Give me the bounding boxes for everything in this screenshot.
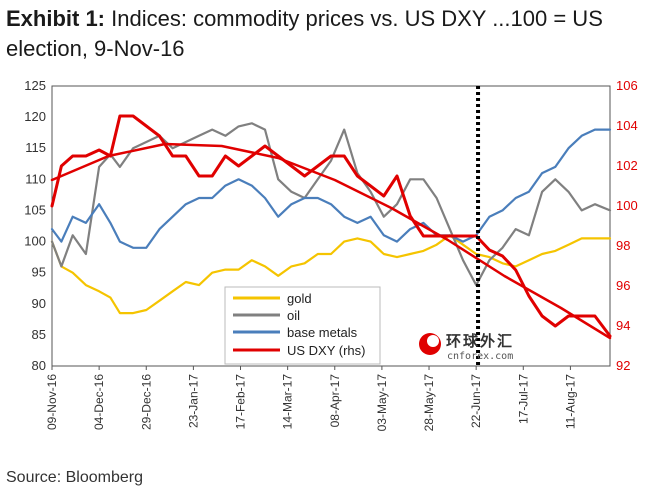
y-left-tick-label: 100: [24, 234, 46, 249]
legend-label-gold: gold: [287, 291, 312, 306]
y-right-tick-label: 102: [616, 158, 638, 173]
series-line-base-metals: [50, 128, 612, 249]
series-layer: [50, 114, 612, 340]
x-tick-label: 29-Dec-16: [139, 374, 153, 430]
watermark-logo-text: 环球外汇: [446, 332, 514, 350]
y-left-tick-label: 125: [24, 78, 46, 93]
y-left-tick-label: 85: [32, 327, 46, 342]
y-right-tick-label: 96: [616, 278, 630, 293]
x-tick-label: 11-Aug-17: [563, 374, 577, 429]
watermark-site: cnforex.com: [447, 351, 513, 362]
plot-area: [51, 85, 611, 367]
y-axis-right: 92 94 96 98 100 102 104 106: [616, 78, 638, 373]
legend-label-oil: oil: [287, 308, 300, 323]
x-tick-label: 28-May-17: [422, 374, 436, 432]
source-note: Source: Bloomberg: [6, 469, 143, 486]
legend-label-dxy: US DXY (rhs): [287, 343, 366, 358]
legend: gold oil base metals US DXY (rhs): [224, 286, 381, 365]
x-axis: 09-Nov-16 04-Dec-16 29-Dec-16 23-Jan-17 17-F…: [45, 366, 577, 431]
watermark-logo-inner: [427, 335, 439, 347]
x-tick-label: 17-Feb-17: [234, 374, 248, 430]
y-right-tick-label: 106: [616, 78, 638, 93]
x-tick-label: 14-Mar-17: [281, 374, 295, 430]
y-left-tick-label: 95: [32, 265, 46, 280]
y-left-tick-label: 90: [32, 296, 46, 311]
y-right-tick-label: 98: [616, 238, 630, 253]
exhibit-label: Exhibit 1:: [6, 6, 106, 31]
y-left-tick-label: 80: [32, 358, 46, 373]
x-tick-label: 04-Dec-16: [92, 374, 106, 430]
series-line-oil: [50, 122, 612, 287]
y-right-tick-label: 100: [616, 198, 638, 213]
x-tick-label: 23-Jan-17: [186, 374, 200, 428]
y-right-tick-label: 92: [616, 358, 630, 373]
chart-title-text: Indices: commodity prices vs. US DXY ...…: [6, 6, 603, 61]
y-left-tick-label: 120: [24, 109, 46, 124]
legend-label-base-metals: base metals: [287, 325, 358, 340]
x-tick-label: 03-May-17: [375, 374, 389, 432]
cnforex-watermark: 环球外汇 cnforex.com: [419, 332, 514, 362]
y-left-tick-label: 115: [25, 140, 46, 155]
x-tick-label: 22-Jun-17: [469, 374, 483, 428]
y-left-tick-label: 105: [24, 202, 46, 217]
x-tick-label: 08-Apr-17: [328, 374, 342, 428]
y-right-tick-label: 104: [616, 118, 638, 133]
chart-title: Exhibit 1: Indices: commodity prices vs.…: [6, 4, 661, 64]
y-left-tick-label: 110: [25, 171, 46, 186]
y-right-tick-label: 94: [616, 318, 630, 333]
x-tick-label: 17-Jul-17: [516, 374, 530, 424]
series-line-dxy: [50, 114, 612, 338]
y-axis-left: 80 85 90 95 100 105 110 115 120 125: [24, 78, 46, 373]
x-tick-label: 09-Nov-16: [45, 374, 59, 430]
